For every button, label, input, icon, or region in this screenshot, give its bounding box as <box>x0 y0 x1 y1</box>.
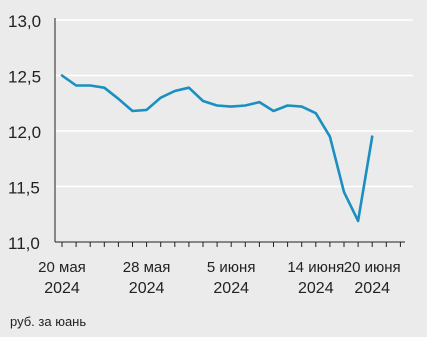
x-tick-labels: 20 мая 2024 28 мая 2024 5 июня 2024 14 июня 202… <box>38 259 400 297</box>
axes <box>54 18 405 247</box>
y-tick-label: 11,0 <box>8 234 40 253</box>
series <box>60 74 374 223</box>
x-tick-label-year: 2024 <box>298 280 334 297</box>
x-tick-label: 20 июня <box>344 259 401 276</box>
x-tick-label-year: 2024 <box>213 280 249 297</box>
grid <box>55 19 413 188</box>
x-tick-label: 5 июня <box>207 259 256 276</box>
y-tick-label: 11,5 <box>8 179 40 198</box>
x-tick-label-year: 2024 <box>44 280 80 297</box>
x-tick-label-year: 2024 <box>354 280 390 297</box>
x-tick-label: 20 мая <box>38 259 86 276</box>
x-tick-label: 14 июня <box>287 259 344 276</box>
y-tick-label: 13,0 <box>8 12 41 31</box>
x-tick-label: 28 мая <box>123 259 171 276</box>
series-line <box>60 74 374 223</box>
y-tick-labels: 11,0 11,5 12,0 12,5 13,0 <box>8 12 41 253</box>
unit-label: руб. за юань <box>10 314 87 329</box>
x-tick-label-year: 2024 <box>129 280 165 297</box>
y-tick-label: 12,5 <box>8 68 41 87</box>
y-tick-label: 12,0 <box>8 123 41 142</box>
